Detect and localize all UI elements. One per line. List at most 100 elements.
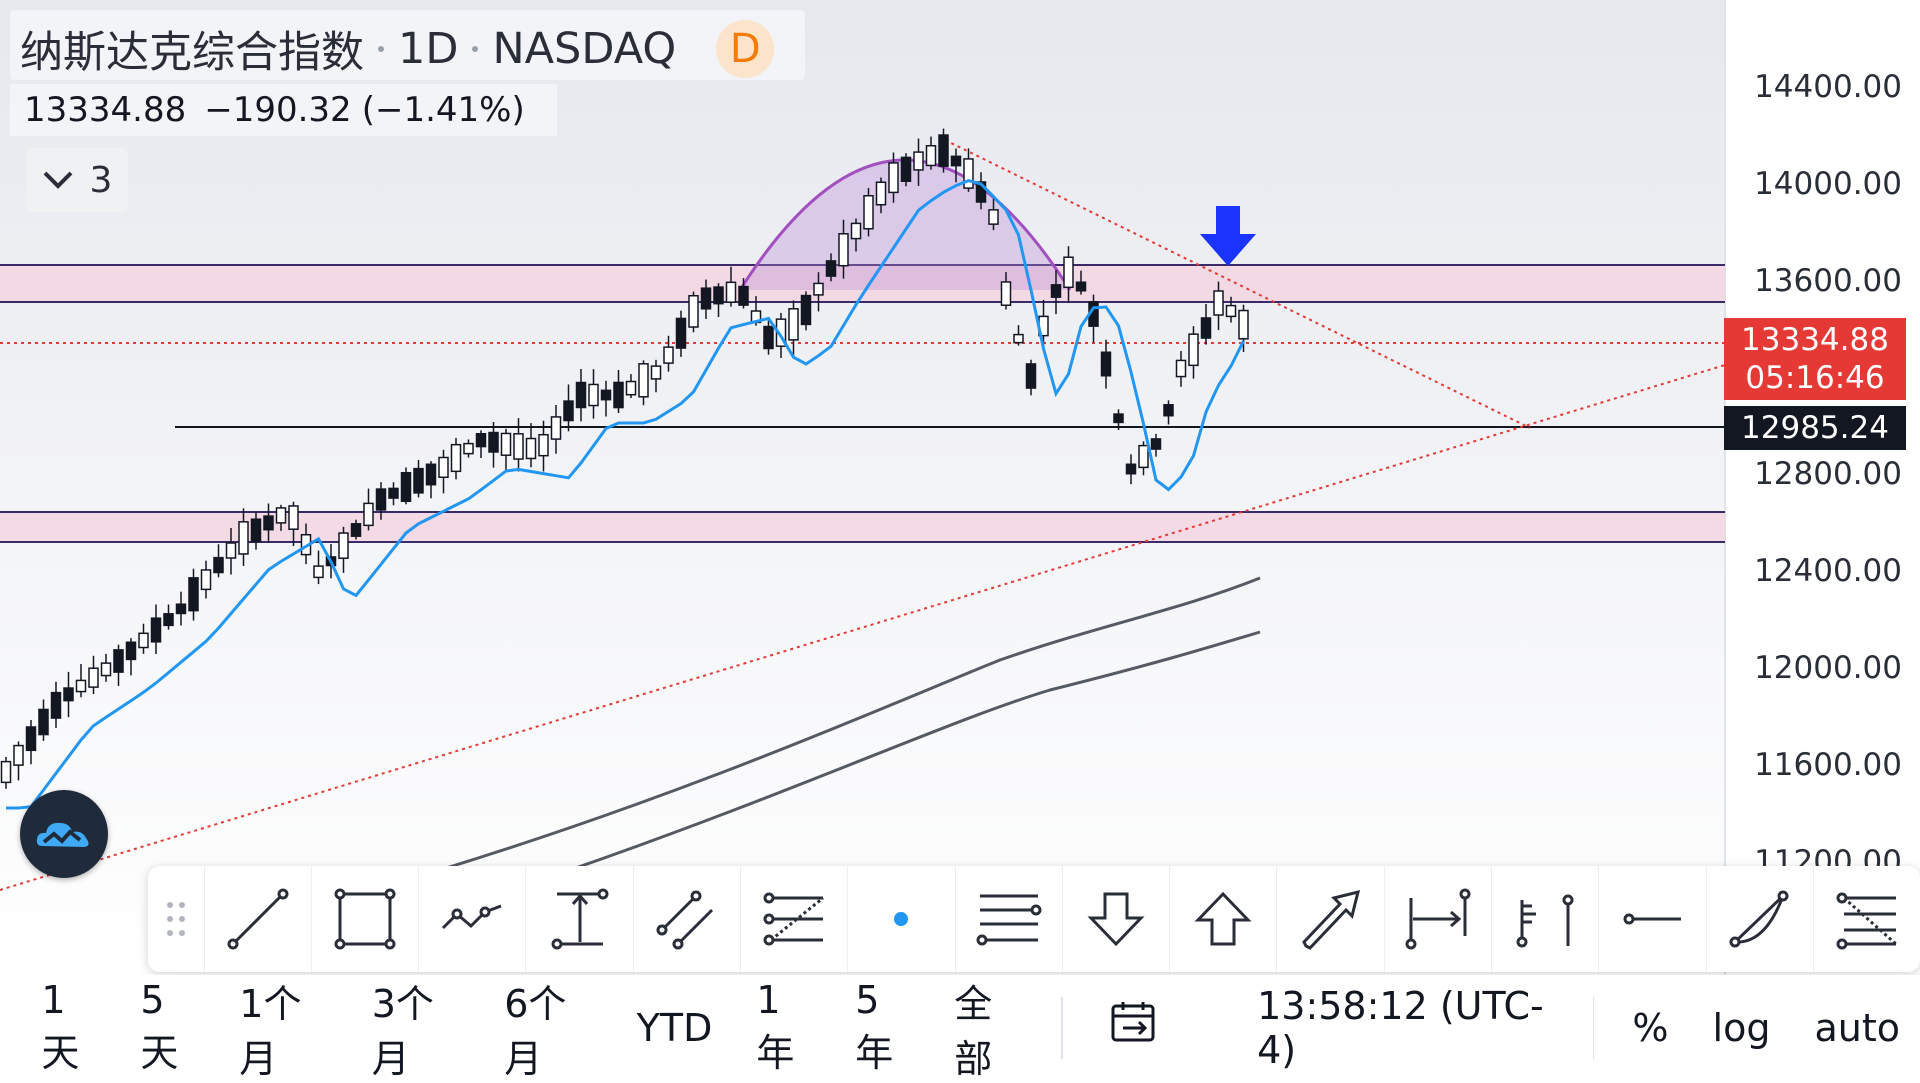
candle-body (825, 260, 837, 277)
trend-line-tool-button[interactable] (203, 866, 311, 972)
level-price-tag: 12985.24 (1724, 406, 1906, 450)
range-3m-button[interactable]: 3个月 (371, 981, 434, 1081)
last-price: 13334.88 (24, 90, 187, 130)
range-all-button[interactable]: 全部 (954, 981, 993, 1081)
candle-body (900, 156, 912, 183)
bottom-bar: 1天 5天 1个月 3个月 6个月 YTD 1年 5年 全部 13:58:12 … (0, 975, 1920, 1081)
candle-body (1113, 413, 1124, 424)
candle-body (63, 687, 74, 702)
grip-icon[interactable] (148, 866, 204, 972)
arrow-tool-button[interactable] (1276, 866, 1383, 972)
horizontal-ray-icon (1623, 913, 1682, 925)
candle-body (513, 433, 524, 460)
arc-tool-button[interactable] (1705, 866, 1813, 972)
percent-scale-toggle[interactable]: % (1632, 1005, 1669, 1050)
rectangle-tool-button[interactable] (310, 866, 418, 972)
candle-body (813, 282, 824, 296)
arrow-icon (1301, 889, 1360, 950)
candle-body (888, 162, 899, 194)
candle-body (375, 488, 387, 511)
interval-label[interactable]: 1D (398, 24, 459, 74)
candle-body (1125, 463, 1137, 475)
horizontal-lines-icon (976, 894, 1042, 946)
horizontal-lines-tool-button[interactable] (954, 866, 1062, 972)
candle-body (288, 505, 299, 530)
candle-body (438, 456, 449, 478)
symbol-name[interactable]: 纳斯达克综合指数 (20, 28, 364, 78)
path-tool-button[interactable] (418, 866, 525, 972)
candle-body (13, 744, 24, 766)
candle-body (400, 471, 412, 503)
candle-body (650, 365, 662, 380)
price-axis-label: 14400.00 (1754, 69, 1902, 105)
candle-body (700, 287, 712, 310)
candle-body (463, 442, 474, 455)
parallel-channel-tool-button[interactable] (632, 866, 740, 972)
arrow-down-annotation[interactable] (1200, 206, 1256, 266)
candle-body (100, 662, 112, 677)
price-axis-label: 12800.00 (1754, 456, 1902, 492)
candle-body (638, 363, 649, 398)
price-change: −190.32 (204, 90, 352, 130)
data-delay-badge[interactable]: D (716, 20, 775, 78)
range-5d-button[interactable]: 5天 (140, 978, 179, 1075)
candle-body (550, 416, 562, 440)
indicators-toggle-button[interactable]: 3 (26, 148, 128, 212)
candle-body (575, 381, 587, 409)
auto-scale-toggle[interactable]: auto (1814, 1005, 1900, 1050)
current-price-value: 13334.88 (1741, 322, 1889, 358)
range-1y-button[interactable]: 1年 (756, 978, 795, 1075)
arrow-up-icon (1194, 891, 1252, 946)
goto-date-button[interactable] (1081, 1000, 1187, 1055)
fib-fan-tool-button[interactable] (1812, 866, 1920, 972)
candle-body (75, 679, 87, 693)
arrow-down-icon (1087, 892, 1145, 947)
header-background (10, 10, 805, 80)
range-1d-button[interactable]: 1天 (41, 978, 80, 1075)
candle-body (713, 286, 724, 305)
candle-body (1238, 309, 1249, 340)
candle-body (675, 317, 687, 349)
candle-body (863, 194, 874, 230)
bars-pattern-tool-button[interactable] (1491, 866, 1598, 972)
bars-pattern-icon (1516, 894, 1574, 948)
candle-body (50, 691, 62, 719)
candle-body (88, 667, 99, 688)
range-1m-button[interactable]: 1个月 (239, 981, 302, 1081)
log-scale-toggle[interactable]: log (1712, 1005, 1771, 1050)
moving-average-100 (569, 630, 1261, 872)
clock-timezone[interactable]: 13:58:12 (UTC-4) (1257, 983, 1544, 1072)
dot-tool-button[interactable] (847, 866, 954, 972)
support-zone[interactable] (0, 512, 1725, 542)
candle-body (200, 569, 212, 591)
range-5y-button[interactable]: 5年 (855, 978, 894, 1075)
candle-body (588, 383, 599, 407)
arrow-down-tool-button[interactable] (1061, 866, 1169, 972)
path-icon (442, 904, 502, 930)
trend-line-icon (227, 888, 289, 950)
horizontal-ray-tool-button[interactable] (1598, 866, 1705, 972)
candle-body (475, 432, 487, 448)
candle-body (363, 502, 374, 527)
candlestick-series (0, 128, 1249, 789)
tradingview-logo[interactable] (20, 790, 108, 878)
symbol-header[interactable]: 纳斯达克综合指数 1D NASDAQ D (20, 18, 775, 80)
date-range-tool-button[interactable] (1383, 866, 1491, 972)
candle-body (850, 222, 862, 240)
divider (1061, 996, 1064, 1059)
price-range-tool-button[interactable] (525, 866, 632, 972)
candle-body (38, 708, 49, 736)
candle-body (600, 389, 612, 401)
candle-body (663, 346, 674, 364)
candle-body (113, 649, 124, 673)
fib-retracement-tool-button[interactable] (740, 866, 847, 972)
moving-average-20 (6, 179, 1245, 810)
arrow-up-tool-button[interactable] (1169, 866, 1276, 972)
candle-body (925, 145, 937, 167)
price-change-pct: (−1.41%) (361, 90, 525, 130)
candle-body (688, 295, 699, 328)
range-ytd-button[interactable]: YTD (636, 1005, 713, 1050)
range-6m-button[interactable]: 6个月 (504, 981, 567, 1081)
separator-dot (472, 46, 479, 52)
